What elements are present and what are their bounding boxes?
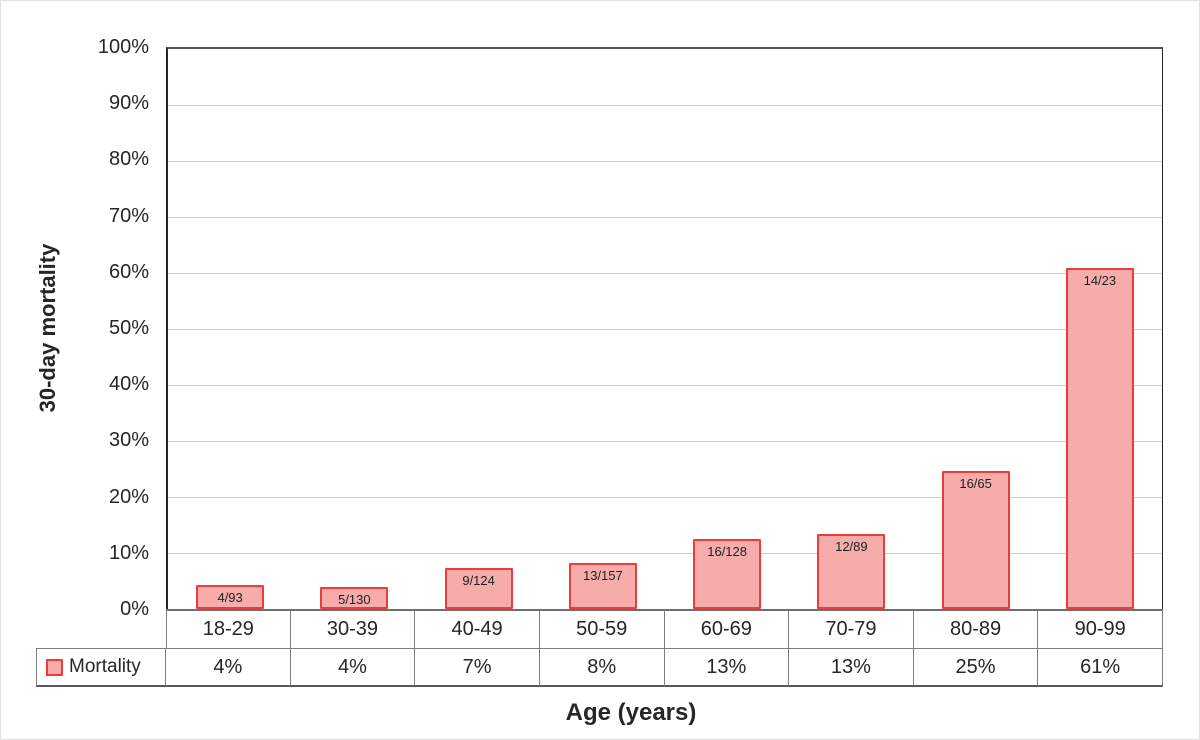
y-axis-title: 30-day mortality xyxy=(35,243,60,413)
y-tick-label: 100% xyxy=(97,36,149,58)
bar-data-label: 16/65 xyxy=(959,476,992,492)
bar-70-79[interactable]: 12/89 xyxy=(817,533,886,609)
bar-18-29[interactable]: 4/93 xyxy=(196,584,265,609)
bar-50-59[interactable]: 13/157 xyxy=(568,562,637,609)
x-category-80-89: 80-89 xyxy=(913,609,1039,648)
y-tick-label: 60% xyxy=(108,260,149,283)
table-value-90-99: 61% xyxy=(1038,648,1163,687)
bar-data-label: 4/93 xyxy=(217,589,243,605)
gridline xyxy=(168,441,1162,442)
x-category-30-39: 30-39 xyxy=(290,609,416,648)
x-axis-title: Age (years) xyxy=(565,699,697,726)
table-value-30-39: 4% xyxy=(290,648,416,687)
data-table: 18-29 30-39 40-49 50-59 60-69 70-79 80-89 90-99… xyxy=(36,609,1163,687)
bar-data-label: 9/124 xyxy=(462,573,495,589)
bar-80-89[interactable]: 16/65 xyxy=(941,471,1010,609)
table-value-60-69: 13% xyxy=(664,648,790,687)
y-tick-label: 90% xyxy=(108,92,149,115)
gridline xyxy=(168,217,1162,218)
y-tick-label: 10% xyxy=(108,541,149,564)
table-value-80-89: 25% xyxy=(913,648,1039,687)
x-category-60-69: 60-69 xyxy=(664,609,790,648)
plot-area: 4/93 5/130 9/124 13/157 16/128 12/89 16/65 14/2… xyxy=(166,47,1163,609)
gridline xyxy=(168,105,1162,106)
legend-series-label: Mortality xyxy=(69,656,141,677)
x-category-90-99: 90-99 xyxy=(1038,609,1163,648)
y-tick-label: 20% xyxy=(108,485,149,508)
gridline xyxy=(168,161,1162,162)
y-tick-label: 80% xyxy=(108,148,149,171)
bar-30-39[interactable]: 5/130 xyxy=(320,587,389,609)
gridline xyxy=(168,273,1162,274)
y-tick-label: 30% xyxy=(108,429,149,452)
x-category-18-29: 18-29 xyxy=(166,609,291,648)
bar-data-label: 5/130 xyxy=(338,592,371,608)
x-category-40-49: 40-49 xyxy=(415,609,540,648)
table-value-18-29: 4% xyxy=(166,648,291,687)
gridline xyxy=(168,385,1162,386)
bar-40-49[interactable]: 9/124 xyxy=(444,568,513,609)
y-tick-label: 70% xyxy=(108,204,149,227)
bar-data-label: 16/128 xyxy=(707,544,747,559)
gridline xyxy=(168,553,1162,554)
bar-data-label: 14/23 xyxy=(1083,273,1117,289)
bar-60-69[interactable]: 16/128 xyxy=(693,539,762,609)
y-tick-label: 0% xyxy=(120,598,149,620)
x-category-50-59: 50-59 xyxy=(539,609,665,648)
bar-data-label: 12/89 xyxy=(835,538,868,554)
y-tick-label: 40% xyxy=(108,373,149,396)
table-value-50-59: 8% xyxy=(539,648,665,687)
table-corner-spacer xyxy=(36,609,166,648)
gridline xyxy=(168,329,1162,330)
bar-90-99[interactable]: 14/23 xyxy=(1065,268,1134,609)
table-value-40-49: 7% xyxy=(415,648,540,687)
gridline xyxy=(168,497,1162,498)
legend-cell[interactable]: Mortality xyxy=(36,648,166,687)
y-tick-label: 50% xyxy=(108,317,149,339)
bar-data-label: 13/157 xyxy=(582,567,623,583)
mortality-series-swatch-icon xyxy=(46,658,63,676)
x-category-70-79: 70-79 xyxy=(789,609,914,648)
table-value-70-79: 13% xyxy=(789,648,914,687)
